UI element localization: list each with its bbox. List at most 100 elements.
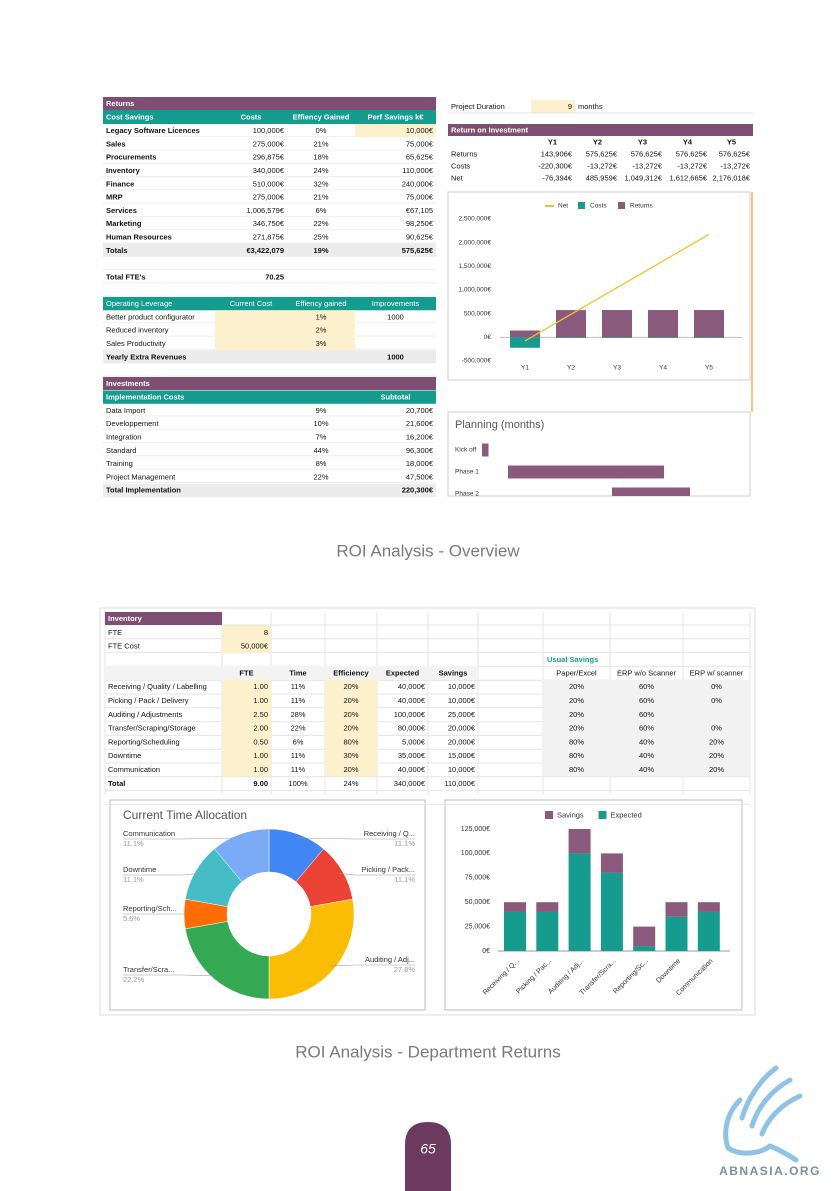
cell: 20% (343, 682, 358, 691)
header-cell: Effiency gained (295, 299, 346, 308)
cell: Project Duration (451, 102, 505, 111)
bar (510, 330, 540, 338)
cell: 24% (313, 166, 328, 175)
x-tick-label: Y1 (521, 365, 529, 372)
bar (648, 310, 678, 338)
y-tick-label: 1,000,000€ (458, 287, 491, 294)
cell: 20% (343, 710, 358, 719)
cell-bg (543, 721, 610, 735)
cell-bg (222, 693, 271, 708)
cell: 80% (343, 737, 358, 746)
cell: 47,500€ (406, 472, 434, 481)
bar-segment (600, 872, 623, 951)
header-cell: Savings (439, 668, 468, 677)
cell: 8% (316, 459, 327, 468)
section-title-text: Inventory (108, 614, 143, 623)
cell: 271,875€ (253, 233, 285, 242)
cell-bg (610, 693, 683, 708)
cell: 1% (316, 312, 327, 321)
cell: 2.00 (253, 724, 268, 733)
section-title (103, 377, 436, 390)
cell: 30% (343, 751, 358, 760)
cell: 60% (639, 682, 654, 691)
cell-bg (222, 639, 271, 654)
cell: 20% (569, 710, 584, 719)
bar-segment (504, 911, 526, 951)
header-cell: Expected (386, 668, 420, 677)
cell: Totals (106, 246, 128, 255)
row-bg (103, 297, 436, 311)
slice-value: 11.1% (123, 839, 144, 848)
cell: 35,000€ (398, 751, 426, 760)
legend-swatch (545, 811, 553, 819)
cell: 10,000€ (448, 765, 476, 774)
page-number: 65 (420, 1141, 436, 1157)
header-cell: ERP w/ scanner (690, 668, 744, 677)
section-title-text: Investments (106, 379, 150, 388)
cell: 65,625€ (406, 153, 434, 162)
cell: 25,000€ (448, 710, 476, 719)
cell: 20% (569, 724, 584, 733)
cell-bg (543, 679, 610, 694)
donut-slice (268, 898, 355, 1000)
gantt-bar (508, 465, 664, 479)
cell: 21% (313, 193, 328, 202)
cell: €67,105 (406, 206, 433, 215)
cell: Total FTE's (106, 272, 146, 281)
y-tick-label: Kick off (455, 447, 476, 454)
cell: Inventory (106, 166, 141, 175)
chart-title: Planning (months) (455, 419, 544, 431)
cell: 100,000€ (253, 126, 285, 135)
cell: -76,394€ (542, 173, 572, 182)
cell: 96,300€ (406, 446, 434, 455)
header-cell: Y2 (593, 137, 602, 146)
cell-bg (215, 336, 287, 351)
cell: 10,000€ (448, 696, 476, 705)
section-label: Usual Savings (547, 655, 598, 664)
cell: 60% (639, 710, 654, 719)
section-title-text: Returns (106, 99, 134, 108)
cell: 32% (313, 179, 328, 188)
cell: 1,049,312€ (624, 173, 662, 182)
cell: 576,625€ (719, 149, 751, 158)
cell: Total Implementation (106, 486, 181, 495)
legend-label: Costs (590, 203, 607, 210)
header-cell: Implementation Costs (106, 393, 184, 402)
row-bg (105, 666, 478, 680)
section-title (448, 124, 753, 136)
cell: Procurements (106, 153, 156, 162)
legend-swatch (578, 202, 585, 209)
cell: -13,272€ (720, 161, 750, 170)
slice-label: Receiving / Q... (364, 829, 415, 838)
bar-segment (697, 902, 720, 912)
cell: -220,300€ (538, 161, 573, 170)
cell: 11% (291, 682, 306, 691)
header-cell: Time (289, 668, 306, 677)
section-title-text: Return on Investment (451, 125, 529, 134)
header-cell: Y3 (638, 137, 647, 146)
cell-bg (683, 735, 750, 749)
bar-segment (600, 853, 623, 873)
y-tick-label: 50,000€ (465, 899, 490, 906)
cell: 28% (290, 710, 305, 719)
cell: 25% (313, 233, 328, 242)
legend-label: Net (558, 203, 568, 210)
header-cell: ERP w/o Scanner (617, 668, 677, 677)
cell: 100,000€ (394, 710, 426, 719)
cell: 50,000€ (241, 642, 269, 651)
cell: 6% (316, 206, 327, 215)
cell-bg (683, 762, 750, 777)
logo-text: ABNASIA.ORG (719, 1164, 821, 1178)
bar (556, 337, 586, 338)
cell: 40% (639, 737, 654, 746)
y-tick-label: 100,000€ (461, 850, 490, 857)
gantt-bar (482, 443, 489, 457)
header-cell: Improvements (372, 299, 420, 308)
cell: Finance (106, 179, 134, 188)
cell-bg (610, 762, 683, 777)
cell: 220,300€ (402, 486, 434, 495)
cell-bg (287, 336, 355, 351)
y-tick-label: 125,000€ (461, 826, 490, 833)
bar-segment (536, 911, 559, 951)
chart-frame (447, 191, 751, 381)
